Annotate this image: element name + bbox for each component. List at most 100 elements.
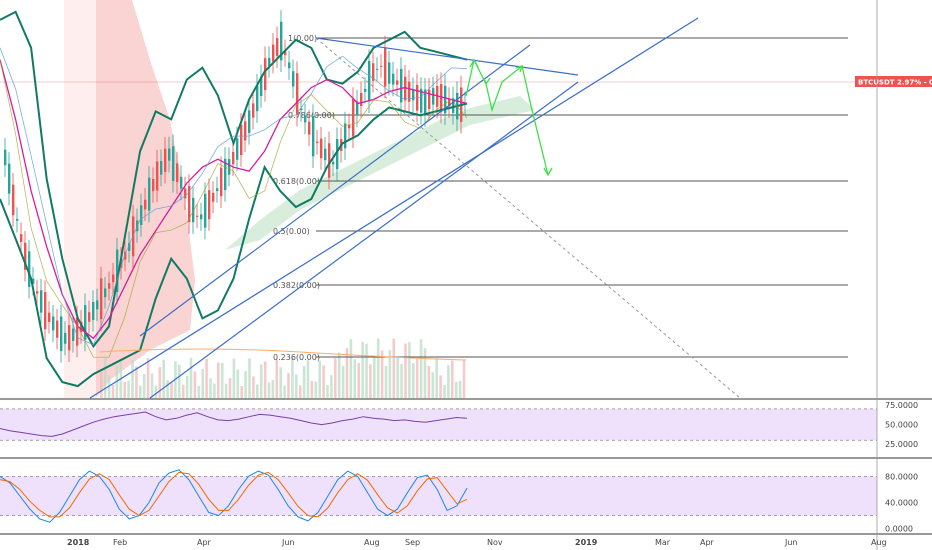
fib-label: 0.5(0.00) [273, 227, 310, 236]
candle [60, 316, 63, 352]
x-tick-label: Sep [405, 538, 420, 547]
volume-bar [451, 360, 454, 398]
candle [448, 98, 451, 107]
candle [316, 141, 319, 143]
volume-bar [373, 357, 376, 398]
volume-bar [259, 364, 263, 398]
rsi-tick-label: 50.0000 [885, 421, 918, 430]
candle [256, 85, 259, 112]
candle [352, 99, 355, 137]
candle [372, 63, 375, 81]
volume-bar [298, 385, 302, 398]
volume-bar [166, 380, 169, 398]
volume-bar [396, 357, 399, 398]
volume-bar [123, 381, 126, 398]
candle [264, 58, 267, 91]
volume-bar [306, 360, 310, 398]
candle [348, 125, 351, 129]
volume-bar [217, 362, 220, 398]
arrow-head [483, 77, 491, 86]
volume-bar [353, 359, 357, 398]
candle [48, 312, 51, 322]
candle [356, 101, 359, 116]
x-tick-label: Jun [784, 538, 798, 547]
volume-bar [131, 360, 134, 398]
stoch-band [0, 476, 877, 516]
candle [268, 57, 271, 66]
candle [328, 143, 331, 178]
volume-bar [318, 360, 321, 398]
candle [304, 115, 307, 123]
candle [404, 76, 407, 101]
candle [284, 51, 287, 56]
volume-bar [205, 358, 208, 398]
candle [32, 278, 35, 284]
candle [400, 68, 403, 103]
volume-bar [279, 367, 282, 398]
volume-bar [150, 373, 154, 398]
moving-average-2 [0, 47, 468, 346]
symbol-badge-label: BTCUSDT 2.97% - 0.00 [858, 79, 932, 87]
candle [64, 332, 67, 344]
arrow-head [515, 64, 524, 73]
candle [380, 65, 383, 67]
volume-bar [341, 365, 345, 398]
volume-bar [419, 339, 423, 398]
volume-bar [271, 379, 275, 398]
candle [72, 328, 75, 341]
candle [296, 73, 299, 115]
candle [440, 84, 443, 112]
candle [124, 251, 127, 260]
candle [420, 88, 423, 113]
volume-bar [224, 383, 228, 398]
volume-bar [162, 359, 165, 398]
candle [204, 193, 207, 228]
volume-bar [287, 373, 290, 398]
candle [96, 300, 99, 310]
volume-bar [291, 358, 294, 398]
volume-bar [462, 360, 466, 398]
candle [232, 151, 235, 165]
candle [88, 312, 91, 322]
x-tick-label: Apr [197, 538, 212, 547]
candle [248, 110, 251, 133]
price-pane: 1(0.00) 0.786(0.00) 0.618(0.00) 0.5(0.00) 0.… [0, 0, 932, 399]
x-tick-label: Mar [655, 538, 671, 547]
resistance-line [315, 37, 579, 76]
candle [172, 146, 175, 181]
x-tick-label: Apr [700, 538, 715, 547]
candle [208, 190, 211, 220]
volume-bar [408, 342, 411, 398]
volume-bar [111, 385, 115, 398]
volume-bar [240, 386, 243, 398]
x-tick-label: Feb [113, 538, 127, 547]
candle [4, 149, 7, 166]
volume-bar [100, 372, 103, 398]
candle [388, 62, 391, 84]
candle [220, 167, 223, 197]
volume-bar [146, 358, 150, 398]
stoch-rsi-pane: 80.0000 40.0000 0.0000 [0, 469, 918, 534]
candle [224, 158, 227, 191]
x-tick-label: 2018 [67, 538, 90, 547]
candle [308, 121, 311, 135]
volume-bar [193, 371, 197, 398]
candle [216, 188, 219, 192]
candle [76, 317, 79, 346]
arrow-head [543, 167, 553, 177]
volume-bar [220, 362, 224, 398]
volume-bar [107, 375, 111, 398]
candle [240, 124, 243, 156]
volume-bar [404, 343, 407, 398]
rsi-tick-label: 25.0000 [885, 440, 918, 449]
volume-bar [283, 385, 286, 398]
x-tick-label: Jun [281, 538, 295, 547]
candle [332, 162, 335, 165]
candle [376, 68, 379, 70]
volume-bar [326, 385, 329, 398]
x-tick-label: Aug [364, 538, 380, 547]
volume-bar [314, 381, 318, 398]
volume-bar [209, 378, 212, 398]
volume-bar [415, 359, 419, 398]
